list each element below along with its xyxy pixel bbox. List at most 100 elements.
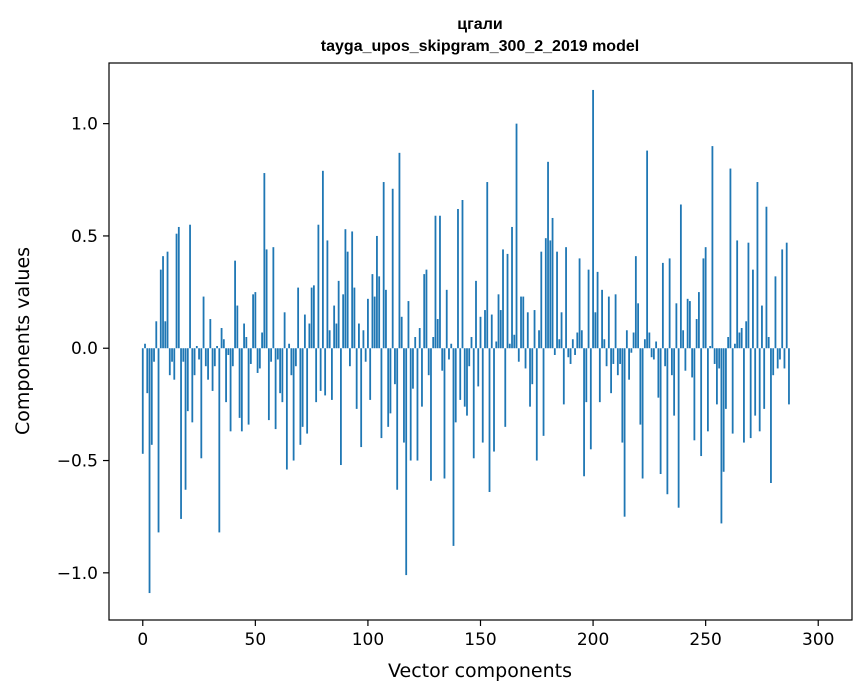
bar (423, 274, 426, 349)
bar (326, 240, 329, 349)
bar (324, 348, 327, 396)
bar (515, 123, 518, 349)
bar (445, 289, 448, 349)
bar (387, 348, 390, 427)
bar (549, 240, 552, 349)
bar (749, 348, 752, 439)
bar (463, 348, 466, 407)
bar (752, 269, 754, 349)
bar (148, 348, 151, 594)
bar (668, 258, 671, 349)
bar (506, 253, 509, 349)
bar (499, 310, 502, 349)
bar (385, 289, 387, 349)
bar (249, 348, 252, 364)
bar (763, 348, 766, 409)
bar (648, 332, 651, 349)
bar (772, 348, 775, 376)
bar (686, 298, 689, 349)
bar (362, 330, 365, 349)
bar (184, 348, 187, 490)
bar (524, 348, 527, 369)
bar (533, 310, 536, 349)
bar (675, 303, 678, 349)
bar (454, 348, 457, 423)
bar (308, 323, 311, 349)
bar (616, 348, 619, 376)
x-tick-label: 150 (464, 630, 496, 650)
bar (770, 348, 772, 483)
bar (562, 348, 565, 405)
bar (218, 348, 221, 533)
bar (691, 348, 694, 378)
bar (209, 319, 212, 349)
bar (720, 348, 723, 524)
bar (745, 321, 748, 349)
bar (414, 337, 417, 349)
bar (315, 348, 318, 403)
bar (542, 348, 545, 436)
bar (373, 296, 376, 349)
bar (301, 348, 304, 427)
bar (211, 348, 214, 391)
bar (520, 296, 522, 349)
bar (461, 200, 464, 349)
bar (310, 287, 313, 349)
bar (612, 348, 615, 364)
bar (319, 348, 322, 391)
bar (441, 348, 444, 371)
bar (688, 301, 691, 349)
bar (432, 337, 435, 349)
bar (625, 330, 628, 349)
x-axis: 0 50 100 150 200 250 300 (137, 620, 834, 650)
bar (767, 337, 770, 349)
y-tick-label: 1.0 (71, 115, 98, 135)
bar (607, 296, 610, 349)
bar (628, 348, 630, 380)
bar (398, 152, 401, 349)
bar (254, 292, 257, 349)
bar (400, 316, 403, 349)
bar (495, 341, 498, 349)
y-tick-label: −1.0 (57, 564, 98, 584)
bar (718, 348, 721, 369)
bar (779, 348, 781, 360)
bar (488, 348, 491, 492)
bar (189, 224, 191, 349)
bar (695, 319, 698, 349)
bar (258, 348, 261, 369)
x-tick-label: 0 (137, 630, 148, 650)
bar (436, 319, 439, 349)
bar (574, 348, 576, 355)
bar (558, 339, 561, 349)
bar (513, 334, 516, 349)
bar (502, 249, 504, 349)
chart-title-line2: tayga_upos_skipgram_300_2_2019 model (321, 38, 639, 55)
bar (225, 348, 227, 403)
bar (601, 289, 603, 349)
bar (670, 348, 673, 376)
bar (337, 280, 340, 349)
bar (698, 292, 700, 349)
x-tick-label: 100 (352, 630, 384, 650)
bar (162, 256, 164, 349)
bar (186, 348, 189, 412)
y-tick-label: 0.0 (71, 339, 98, 359)
bar (351, 231, 354, 349)
bar (711, 146, 714, 349)
bar (193, 348, 196, 376)
bar (292, 348, 295, 461)
bar (283, 312, 286, 349)
bar (430, 348, 432, 481)
bar (673, 348, 676, 416)
bar (716, 348, 718, 405)
bar (731, 348, 734, 434)
bar (153, 348, 155, 362)
bar (171, 348, 173, 362)
bar (236, 305, 239, 349)
y-tick-label: −0.5 (57, 452, 98, 472)
bar (274, 348, 277, 430)
y-axis-label: Components values (12, 247, 34, 435)
bar (754, 348, 757, 416)
bar (587, 269, 590, 349)
